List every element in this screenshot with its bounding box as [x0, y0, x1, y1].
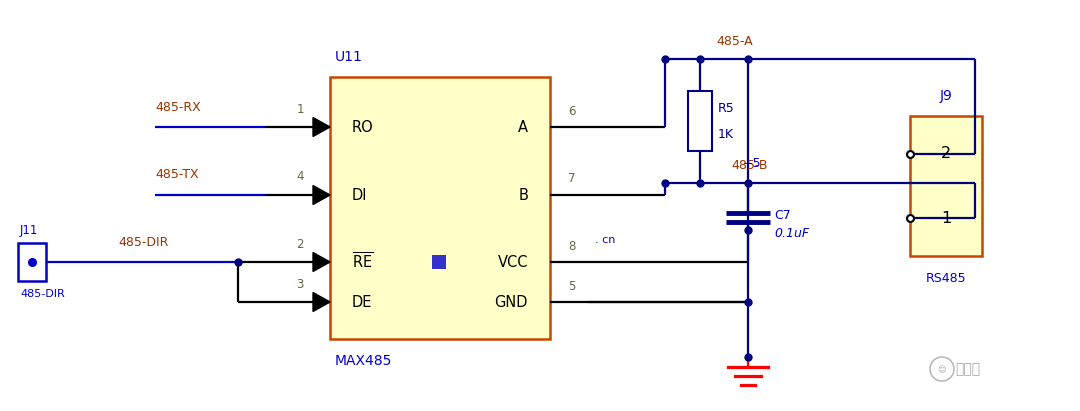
Text: 485-A: 485-A	[717, 35, 754, 48]
Text: 2: 2	[941, 146, 951, 161]
Text: 1: 1	[941, 211, 951, 226]
Text: 😊: 😊	[937, 365, 946, 374]
Text: 1: 1	[296, 102, 303, 115]
Text: 5: 5	[568, 279, 576, 293]
Text: 创易栈: 创易栈	[955, 362, 981, 376]
Text: R5: R5	[718, 102, 734, 115]
Bar	[688, 91, 712, 151]
Text: 7: 7	[568, 173, 576, 185]
Text: 485-RX: 485-RX	[156, 101, 201, 113]
Polygon shape	[313, 293, 330, 312]
Text: 485-B: 485-B	[732, 159, 768, 171]
Text: +5: +5	[743, 157, 761, 169]
Text: DE: DE	[352, 295, 373, 309]
Text: 485-TX: 485-TX	[156, 169, 199, 182]
Text: C7: C7	[774, 208, 791, 222]
Polygon shape	[313, 252, 330, 272]
Text: A: A	[518, 120, 528, 134]
Text: VCC: VCC	[498, 254, 528, 270]
Text: DI: DI	[352, 187, 367, 203]
Text: 4: 4	[296, 171, 303, 183]
Text: 485-DIR: 485-DIR	[118, 236, 168, 249]
Text: $\overline{\mathrm{RE}}$: $\overline{\mathrm{RE}}$	[352, 252, 374, 272]
Text: 6: 6	[568, 104, 576, 118]
Text: MAX485: MAX485	[335, 354, 392, 368]
Text: 8: 8	[568, 240, 576, 252]
Text: B: B	[518, 187, 528, 203]
Text: RO: RO	[352, 120, 374, 134]
Text: J11: J11	[21, 224, 39, 236]
Text: RS485: RS485	[926, 272, 967, 284]
Text: J9: J9	[940, 89, 953, 103]
Text: 485-DIR: 485-DIR	[21, 289, 65, 299]
Text: . cn: . cn	[595, 235, 616, 245]
Text: GND: GND	[495, 295, 528, 309]
Bar	[18, 243, 46, 281]
Text: 1K: 1K	[718, 127, 734, 141]
Bar	[910, 116, 982, 256]
Text: 0.1uF: 0.1uF	[774, 226, 809, 240]
Text: U11: U11	[335, 50, 363, 64]
Bar	[432, 255, 446, 269]
Polygon shape	[313, 185, 330, 205]
Polygon shape	[313, 118, 330, 136]
Text: 2: 2	[296, 238, 303, 250]
Bar	[330, 77, 550, 339]
Text: 3: 3	[296, 277, 303, 291]
